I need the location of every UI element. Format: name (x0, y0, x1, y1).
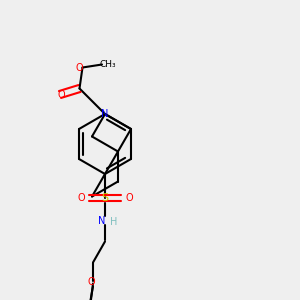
Text: O: O (76, 62, 83, 73)
Text: N: N (98, 215, 106, 226)
Text: O: O (88, 277, 95, 287)
Text: H: H (110, 217, 118, 227)
Text: N: N (101, 109, 109, 119)
Text: CH₃: CH₃ (100, 60, 116, 69)
Text: O: O (77, 193, 85, 203)
Text: O: O (58, 89, 65, 100)
Text: S: S (101, 193, 109, 203)
Text: O: O (125, 193, 133, 203)
